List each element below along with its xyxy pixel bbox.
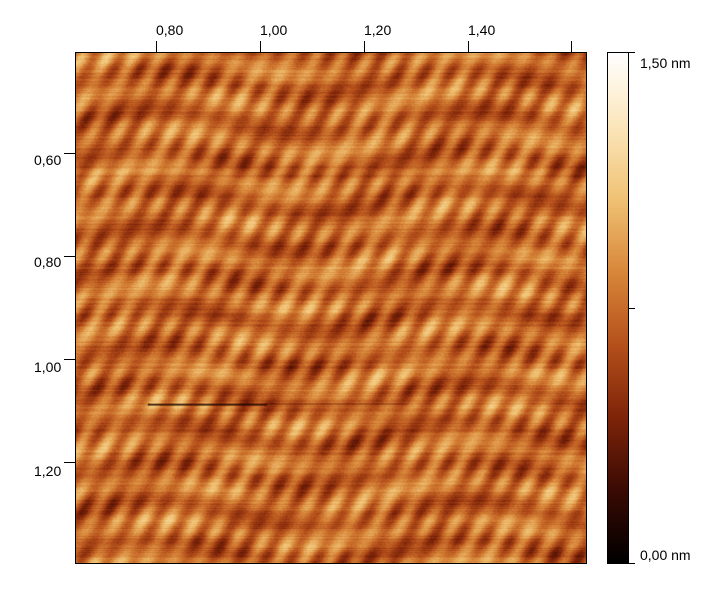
y-tick-mark <box>64 256 75 257</box>
afm-height-image <box>75 52 587 564</box>
afm-scan-canvas <box>76 53 586 563</box>
y-tick-label-120: 1,20 <box>34 463 62 479</box>
x-tick-mark <box>364 41 365 52</box>
x-tick-mark <box>571 41 572 52</box>
y-tick-label-080: 0,80 <box>34 254 62 270</box>
y-tick-mark <box>64 153 75 154</box>
x-tick-label-100: 1,00 <box>260 22 288 38</box>
x-tick-label-120: 1,20 <box>364 22 392 38</box>
colorbar-max-label: 1,50 nm <box>640 55 691 71</box>
colorbar-tick-bottom <box>629 563 635 564</box>
x-tick-mark <box>260 41 261 52</box>
x-tick-mark <box>468 41 469 52</box>
x-tick-mark <box>156 41 157 52</box>
y-tick-mark <box>64 462 75 463</box>
y-tick-label-060: 0,60 <box>34 152 62 168</box>
colorbar-tick-top <box>629 52 635 53</box>
y-tick-mark <box>64 359 75 360</box>
x-tick-label-140: 1,40 <box>468 22 496 38</box>
y-tick-label-100: 1,00 <box>34 359 62 375</box>
colorbar-min-label: 0,00 nm <box>640 547 691 563</box>
height-colorbar <box>607 52 629 564</box>
x-tick-label-080: 0,80 <box>156 22 184 38</box>
colorbar-tick-mid <box>629 308 635 309</box>
